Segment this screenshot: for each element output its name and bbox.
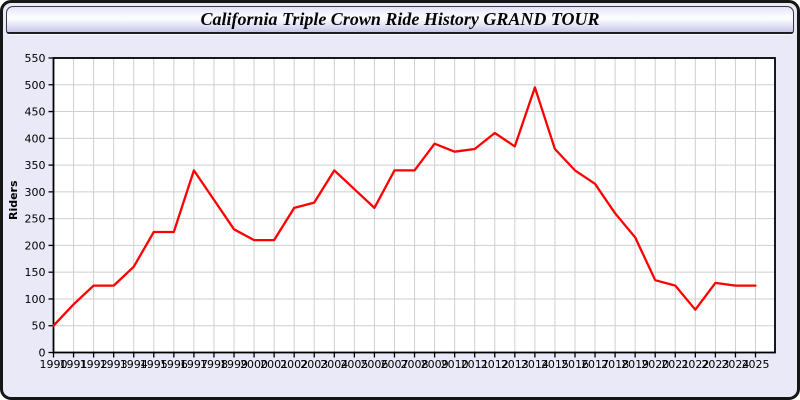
- x-tick-label: 2004: [320, 358, 348, 371]
- y-tick-label: 0: [39, 347, 46, 360]
- x-tick-label: 1992: [80, 358, 108, 371]
- x-tick-label: 2025: [742, 358, 770, 371]
- y-tick-label: 450: [25, 106, 46, 119]
- x-tick-label: 2021: [661, 358, 689, 371]
- y-tick-label: 100: [25, 293, 46, 306]
- y-tick-label: 200: [25, 239, 46, 252]
- x-tick-label: 1998: [200, 358, 228, 371]
- y-tick-label: 400: [25, 132, 46, 145]
- chart-area: 0501001502002503003504004505005501990199…: [7, 52, 776, 371]
- x-tick-label: 2007: [380, 358, 408, 371]
- y-tick-label: 350: [25, 159, 46, 172]
- y-tick-label: 250: [25, 213, 46, 226]
- x-tick-label: 1996: [160, 358, 188, 371]
- x-tick-label: 2018: [601, 358, 629, 371]
- y-tick-label: 150: [25, 266, 46, 279]
- x-tick-label: 1999: [220, 358, 248, 371]
- x-tick-label: 2023: [701, 358, 729, 371]
- x-tick-label: 2009: [421, 358, 449, 371]
- x-tick-label: 2010: [441, 358, 469, 371]
- x-tick-label: 1991: [60, 358, 88, 371]
- x-tick-label: 1993: [100, 358, 128, 371]
- x-tick-label: 2012: [481, 358, 509, 371]
- y-tick-label: 50: [32, 320, 46, 333]
- x-tick-label: 1994: [120, 358, 148, 371]
- title-bar: California Triple Crown Ride History GRA…: [6, 6, 794, 34]
- x-tick-label: 2022: [681, 358, 709, 371]
- y-tick-label: 500: [25, 79, 46, 92]
- x-tick-label: 2003: [300, 358, 328, 371]
- x-tick-label: 2015: [541, 358, 569, 371]
- y-tick-label: 550: [25, 52, 46, 65]
- x-tick-label: 2000: [240, 358, 268, 371]
- x-tick-label: 1990: [40, 358, 68, 371]
- x-tick-label: 2005: [340, 358, 368, 371]
- x-tick-label: 2001: [260, 358, 288, 371]
- x-tick-label: 2020: [641, 358, 669, 371]
- x-tick-label: 2016: [561, 358, 589, 371]
- x-tick-label: 2014: [521, 358, 549, 371]
- x-tick-label: 2019: [621, 358, 649, 371]
- x-tick-label: 2024: [721, 358, 749, 371]
- x-tick-label: 2011: [461, 358, 489, 371]
- x-tick-label: 2006: [360, 358, 388, 371]
- x-tick-label: 2017: [581, 358, 609, 371]
- x-tick-label: 2008: [401, 358, 429, 371]
- x-tick-label: 2013: [501, 358, 529, 371]
- x-tick-label: 1997: [180, 358, 208, 371]
- x-tick-label: 1995: [140, 358, 168, 371]
- x-tick-label: 2002: [280, 358, 308, 371]
- y-tick-label: 300: [25, 186, 46, 199]
- chart-title: California Triple Crown Ride History GRA…: [200, 9, 600, 29]
- y-axis-title: Riders: [7, 180, 20, 220]
- data-line-riders: [52, 86, 757, 327]
